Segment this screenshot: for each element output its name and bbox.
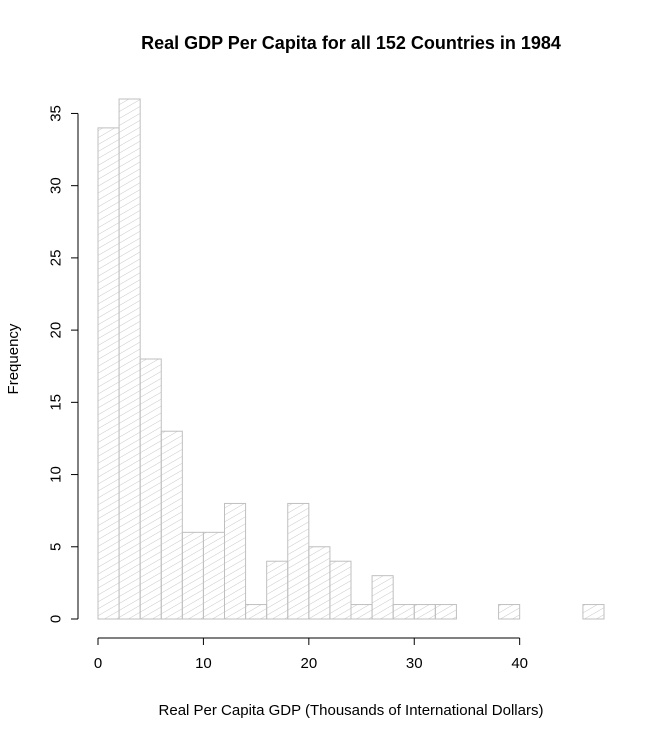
histogram-bar [350,604,373,620]
y-tick-label: 30 [48,177,65,194]
y-tick-label: 20 [48,322,65,339]
histogram-bar [371,575,394,620]
x-tick-label: 0 [94,655,102,672]
x-tick-label: 20 [300,655,317,672]
histogram-bar [181,531,204,620]
histogram-bar [160,430,183,620]
histogram-bar [202,531,226,620]
histogram-bar [392,604,415,620]
histogram-bar [118,98,141,620]
histogram-bar [582,604,605,620]
histogram-bar [97,127,120,620]
histogram-bar [434,604,457,620]
y-tick-label: 0 [48,615,65,623]
y-tick-label: 25 [48,250,65,267]
x-axis-label: Real Per Capita GDP (Thousands of Intern… [159,702,544,719]
y-tick-label: 15 [48,394,65,411]
histogram-bar [224,502,247,620]
histogram-bars [97,98,605,620]
y-axis-label: Frequency [5,323,22,394]
histogram-bar [498,604,521,620]
y-tick-label: 5 [48,543,65,551]
histogram-bar [139,358,162,620]
y-tick-label: 10 [48,466,65,483]
x-tick-label: 10 [195,655,212,672]
histogram-bar [266,560,289,620]
y-tick-label: 35 [48,105,65,122]
histogram-bar [245,604,268,620]
histogram-bar [413,604,436,620]
histogram-bar [287,502,310,620]
x-tick-label: 40 [511,655,528,672]
chart-title: Real GDP Per Capita for all 152 Countrie… [141,33,561,53]
y-axis: 0 5 10 15 20 25 30 35 [48,105,79,623]
histogram-bar [329,560,352,620]
histogram-bar [308,546,331,620]
x-axis: 0 10 20 30 40 [94,637,528,672]
x-tick-label: 30 [406,655,423,672]
